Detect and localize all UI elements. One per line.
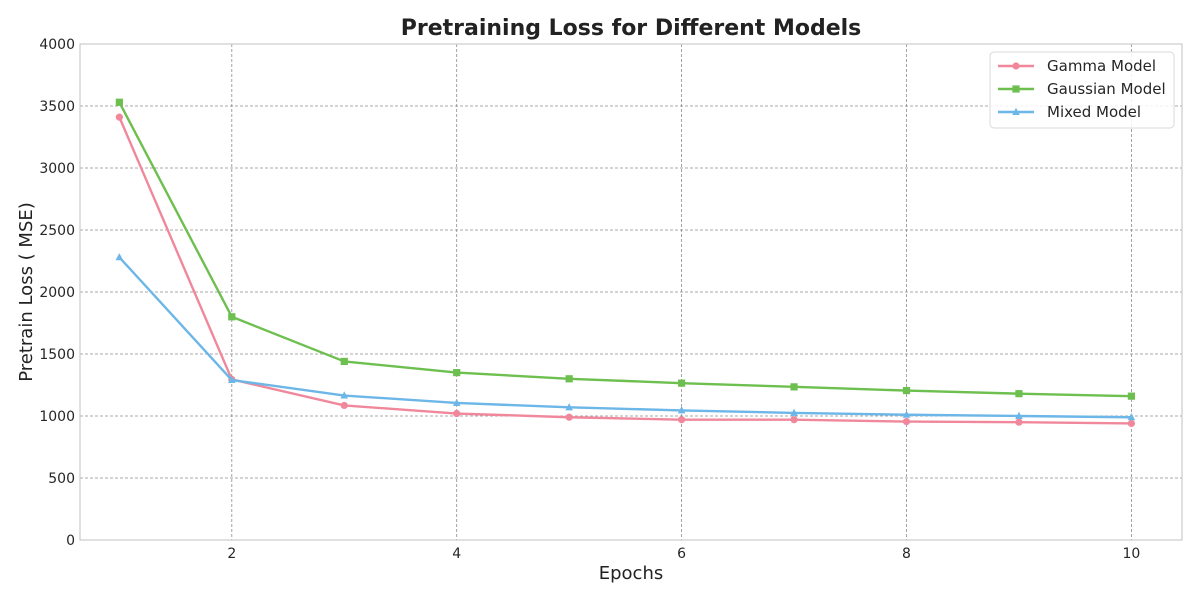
mixed-model-point	[790, 408, 798, 416]
x-axis-ticks: 2 4 6 8 10	[227, 546, 1140, 562]
gamma-model-line	[118, 115, 1133, 425]
gaussian-model-point	[790, 383, 798, 391]
gaussian-model-point	[902, 386, 911, 395]
legend-item-gamma-model: Gamma Model	[998, 57, 1156, 75]
plot-frame	[79, 43, 1183, 541]
mixed-model-point	[340, 391, 349, 399]
x-tick-label: 2	[227, 546, 236, 562]
gamma-model-point	[790, 416, 798, 424]
mixed-model-point	[452, 398, 461, 406]
gaussian-model-point	[228, 313, 236, 321]
mixed-model-point	[115, 253, 124, 261]
mixed-model-point	[902, 410, 911, 418]
legend-swatch-marker	[1012, 107, 1020, 115]
y-tick-label: 1500	[39, 347, 75, 363]
y-tick-label: 2500	[39, 223, 75, 239]
mixed-model-point	[1015, 411, 1023, 419]
y-axis-ticks: 0 500 1000 1500 2000 2500 3000 3500 4000	[39, 37, 75, 549]
y-tick-label: 3000	[39, 161, 75, 177]
gamma-model-point	[340, 401, 348, 410]
y-tick-label: 1000	[39, 409, 75, 425]
gamma-model-point	[565, 413, 573, 421]
gaussian-model-point	[1127, 392, 1135, 400]
legend-item-gaussian-model: Gaussian Model	[998, 80, 1166, 98]
legend-label: Gaussian Model	[1047, 80, 1166, 98]
x-tick-label: 10	[1122, 546, 1140, 562]
mixed-model-series	[115, 253, 1136, 421]
x-axis-label: Epochs	[599, 563, 664, 584]
gamma-model-point	[115, 113, 123, 121]
gamma-model-point	[1127, 419, 1135, 428]
chart-title: Pretraining Loss for Different Models	[401, 16, 862, 41]
gamma-model-point	[902, 417, 911, 426]
x-tick-label: 8	[902, 546, 911, 562]
mixed-model-point	[228, 375, 236, 384]
x-tick-label: 6	[677, 546, 686, 562]
gaussian-model-point	[453, 369, 461, 377]
gaussian-model-series	[115, 98, 1135, 400]
gaussian-model-point	[678, 379, 686, 387]
gaussian-model-point	[1015, 390, 1023, 398]
legend-box	[989, 51, 1175, 129]
y-tick-label: 500	[48, 471, 75, 487]
legend-label: Mixed Model	[1047, 103, 1141, 121]
y-tick-label: 4000	[39, 37, 75, 53]
gaussian-model-line	[118, 101, 1133, 398]
y-tick-label: 3500	[39, 99, 75, 115]
gamma-model-point	[1015, 418, 1023, 426]
y-tick-label: 0	[66, 533, 75, 549]
gaussian-model-point	[565, 375, 573, 383]
legend-label: Gamma Model	[1047, 57, 1156, 75]
gaussian-model-point	[115, 98, 123, 106]
mixed-model-point	[565, 403, 573, 411]
gaussian-model-point	[340, 357, 348, 366]
gamma-model-point	[453, 409, 461, 418]
mixed-model-line	[118, 256, 1133, 419]
mixed-model-point	[1127, 413, 1136, 421]
y-axis-label: Pretrain Loss ( MSE)	[16, 202, 37, 382]
x-tick-label: 4	[452, 546, 461, 562]
legend-item-mixed-model: Mixed Model	[998, 103, 1141, 121]
legend: Gamma Model Gaussian Model Mixed Model	[989, 51, 1175, 129]
legend-swatch-marker	[1012, 85, 1020, 93]
y-tick-label: 2000	[39, 285, 75, 301]
legend-swatch-marker	[1012, 62, 1020, 70]
series	[115, 98, 1136, 428]
gamma-model-point	[678, 416, 686, 424]
mixed-model-point	[677, 406, 686, 414]
grid	[80, 44, 1182, 540]
